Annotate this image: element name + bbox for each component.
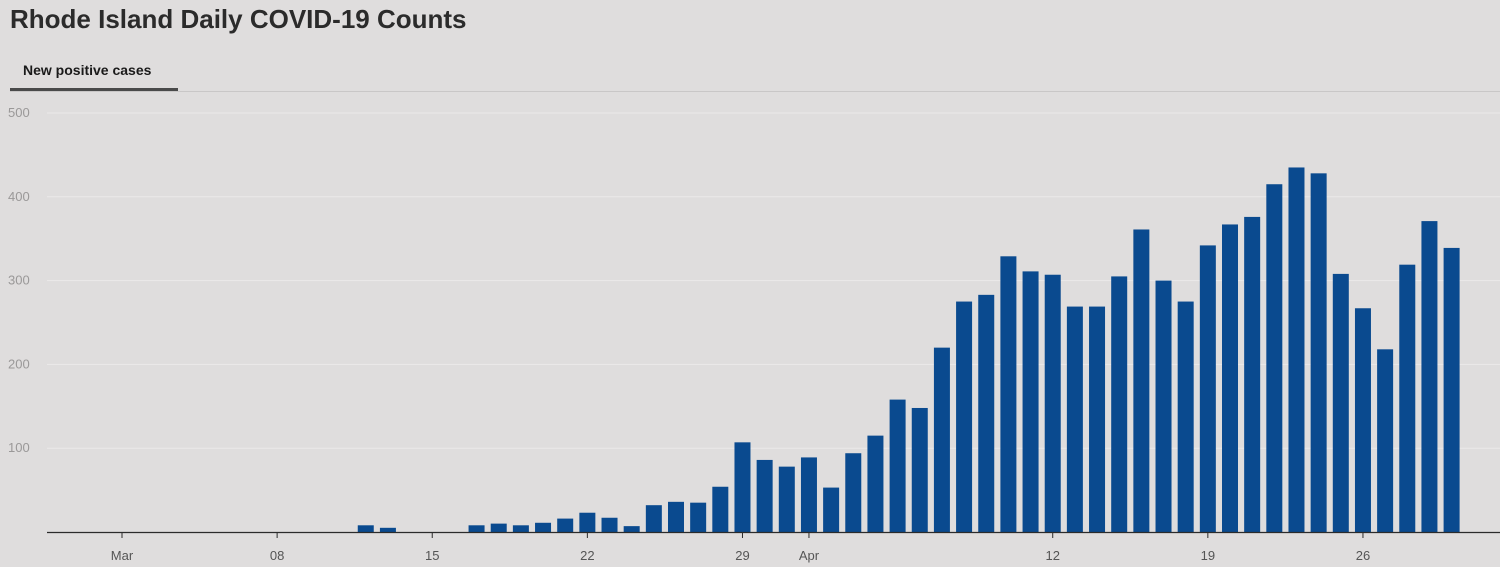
bar [1310,173,1327,532]
bar [468,525,485,532]
bar [956,301,973,532]
x-tick-label: 22 [580,548,594,563]
bar [933,347,950,532]
bar [1377,349,1394,532]
y-tick-label: 200 [8,356,30,371]
bar [1155,280,1172,532]
bar [1199,245,1216,533]
bar [1332,273,1349,532]
bar [800,457,817,532]
bar [1177,301,1194,532]
bar [1111,276,1128,532]
bar [1089,306,1106,532]
y-tick-label: 400 [8,189,30,204]
tab-new-positive-cases[interactable]: New positive cases [10,52,178,91]
tab-divider [10,91,1500,92]
bar [1133,229,1150,532]
bar [490,523,507,532]
bar [1000,256,1017,532]
bar [911,407,928,532]
bar [623,526,640,532]
page-title: Rhode Island Daily COVID-19 Counts [10,4,467,34]
bar [379,527,396,532]
bar [1022,271,1039,532]
y-tick-label: 300 [8,273,30,288]
tab-bar: New positive cases [0,52,1500,92]
x-tick-label: 19 [1201,548,1215,563]
x-tick-label: 12 [1045,548,1059,563]
bar [1266,184,1283,533]
x-tick-label: 26 [1356,548,1370,563]
bar [845,453,862,532]
x-tick-label: 08 [270,548,284,563]
bar [1244,216,1261,533]
bar [690,502,707,532]
bar [778,466,795,532]
bar [357,525,374,532]
bar [645,505,662,532]
x-tick-label: Apr [799,548,820,563]
bar [1354,308,1371,532]
bar [1222,224,1238,533]
y-tick-label: 100 [8,440,30,455]
bar [1421,221,1438,533]
x-tick-label: 15 [425,548,439,563]
y-tick-label: 500 [8,105,30,120]
bar [756,459,773,532]
bar [734,442,751,532]
bar [867,435,884,532]
bar [579,512,596,532]
bar [1066,306,1083,532]
bar [512,525,529,532]
bar [889,399,906,532]
x-tick-label: Mar [111,548,134,563]
bar [1044,274,1061,532]
bar [978,294,995,532]
bar [1288,167,1305,532]
x-tick-label: 29 [735,548,749,563]
bar [535,522,552,532]
bar [712,486,729,532]
bar [1399,264,1416,532]
tab-label: New positive cases [23,62,152,78]
bar [668,501,684,532]
bar [823,487,840,532]
bar [557,518,574,532]
bar [601,517,618,532]
bar [1443,247,1460,532]
